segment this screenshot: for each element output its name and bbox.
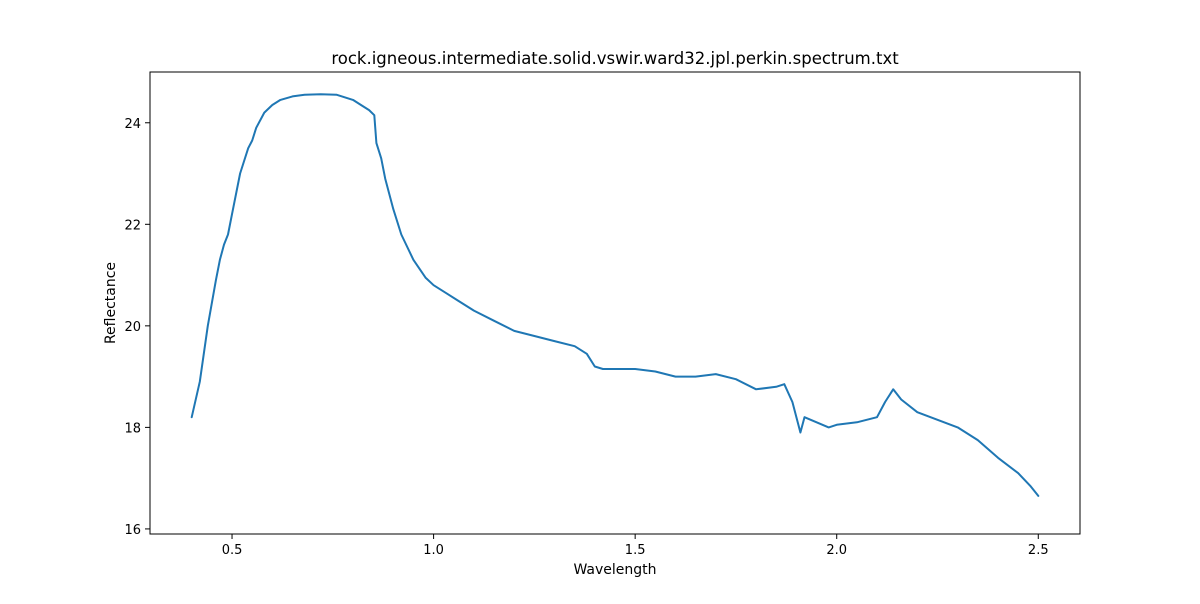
x-axis-label: Wavelength [573,562,656,578]
y-tick-label: 18 [124,421,141,436]
y-tick-label: 20 [124,320,141,335]
x-tick-label: 2.5 [1028,543,1049,558]
y-axis-label: Reflectance [103,262,119,344]
x-axis-ticks: 0.5 1.0 1.5 2.0 2.5 [222,534,1049,558]
x-tick-label: 2.0 [826,543,847,558]
chart-title: rock.igneous.intermediate.solid.vswir.wa… [331,49,899,68]
x-tick-label: 1.0 [423,543,444,558]
x-tick-label: 1.5 [625,543,646,558]
y-tick-label: 22 [124,218,141,233]
y-tick-label: 16 [124,523,141,538]
x-tick-label: 0.5 [222,543,243,558]
y-axis-ticks: 16 18 20 22 24 [124,117,150,538]
spectrum-line [190,93,1040,497]
y-tick-label: 24 [124,117,141,132]
plot-area-frame [149,71,1081,535]
